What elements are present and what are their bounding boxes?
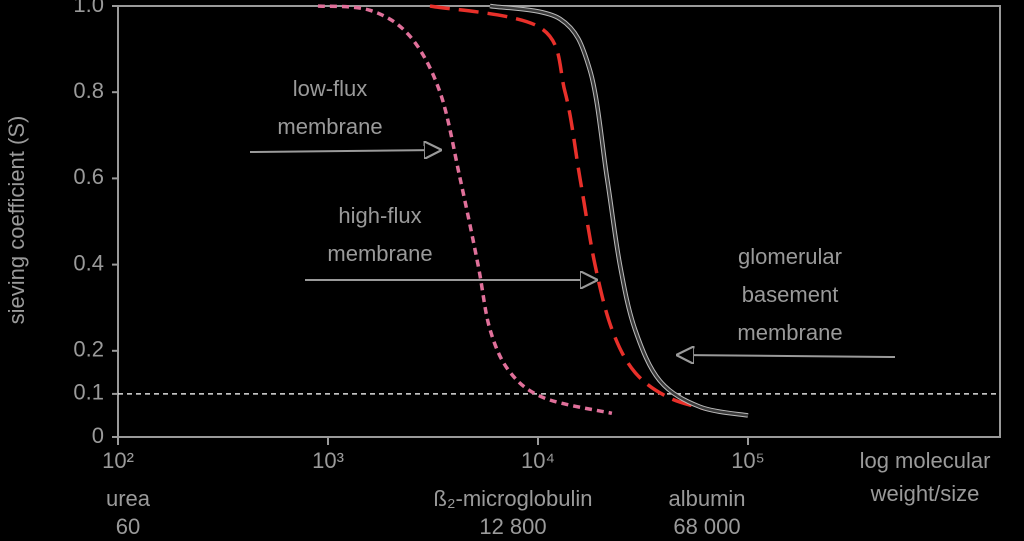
- compound-weight: 12 800: [479, 514, 546, 539]
- plot-frame: [117, 5, 1001, 438]
- line-series: [429, 4, 716, 413]
- y-tick-label: 0.8: [73, 78, 104, 103]
- annotation: membrane: [737, 320, 842, 345]
- compound-name: albumin: [668, 486, 745, 511]
- annotation: membrane: [277, 114, 382, 139]
- annotation: membrane: [327, 241, 432, 266]
- y-tick-label: 0.2: [73, 337, 104, 362]
- y-axis-label: sieving coefficient (S): [4, 116, 29, 325]
- compound-name: urea: [106, 486, 151, 511]
- annotation: glomerular: [738, 244, 842, 269]
- annotation: low-flux: [293, 76, 368, 101]
- annotation: high-flux: [338, 203, 421, 228]
- x-axis-label: log molecular: [860, 448, 991, 473]
- x-tick-label: 10⁵: [731, 448, 765, 473]
- x-tick-label: 10³: [312, 448, 344, 473]
- arrow: [249, 150, 440, 152]
- x-axis-label: weight/size: [870, 481, 980, 506]
- y-tick-label: 0.4: [73, 250, 104, 275]
- line-series-core: [489, 4, 749, 417]
- line-series: [489, 3, 749, 418]
- compound-name: ß₂-microglobulin: [434, 486, 593, 511]
- compound-weight: 60: [116, 514, 140, 539]
- arrow: [678, 355, 896, 357]
- x-tick-label: 10⁴: [521, 448, 555, 473]
- line-series: [317, 4, 613, 416]
- y-tick-label: 0: [92, 423, 104, 448]
- compound-weight: 68 000: [673, 514, 740, 539]
- y-tick-label: 0.1: [73, 380, 104, 405]
- y-tick-label: 0.6: [73, 164, 104, 189]
- y-tick-label: 1.0: [73, 0, 104, 17]
- annotation: basement: [742, 282, 839, 307]
- x-tick-label: 10²: [102, 448, 134, 473]
